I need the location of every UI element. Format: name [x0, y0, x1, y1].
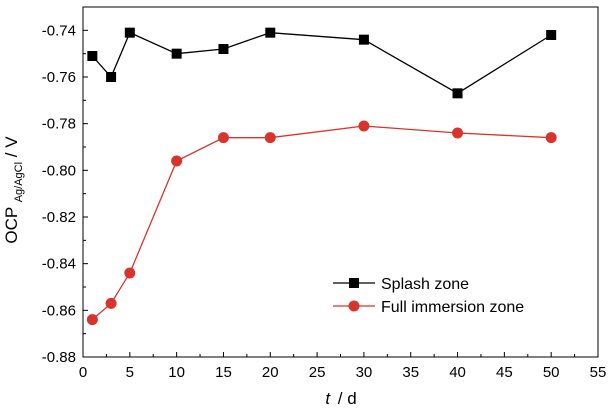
- data-point: [452, 88, 463, 99]
- x-axis-title-italic: t: [325, 389, 331, 408]
- y-axis-title-main: OCP: [2, 207, 21, 244]
- y-tick-label: -0.76: [42, 69, 76, 86]
- y-tick-label: -0.88: [42, 349, 76, 366]
- x-axis-tick-labels: 0 5 10 15 20 25 30 35 40 45 50 55: [79, 364, 607, 381]
- y-tick-label: -0.86: [42, 302, 76, 319]
- y-axis-title: OCP Ag/AgCl / V: [2, 136, 26, 244]
- x-tick-label: 25: [309, 364, 326, 381]
- y-axis-tick-labels: -0.74 -0.76 -0.78 -0.80 -0.82 -0.84 -0.86 -0.88: [42, 22, 76, 366]
- x-axis-title: t / d: [325, 389, 356, 408]
- legend-marker: [348, 300, 360, 312]
- x-tick-label: 0: [79, 364, 87, 381]
- data-point: [171, 48, 182, 59]
- x-tick-label: 15: [215, 364, 232, 381]
- data-point: [86, 314, 98, 326]
- x-tick-label: 30: [356, 364, 373, 381]
- x-tick-label: 5: [126, 364, 134, 381]
- y-axis-title-subscript: Ag/AgCl: [13, 162, 25, 202]
- data-point: [546, 30, 557, 40]
- series-line: [91, 31, 552, 95]
- x-tick-label: 40: [449, 364, 466, 381]
- data-point: [358, 120, 370, 132]
- x-tick-label: 35: [402, 364, 419, 381]
- data-point: [105, 297, 117, 309]
- x-axis-ticks: [82, 352, 599, 357]
- y-axis-title-rest: / V: [2, 136, 21, 157]
- data-point: [124, 267, 136, 279]
- y-tick-label: -0.78: [42, 116, 76, 133]
- data-point: [171, 155, 183, 167]
- data-point: [265, 27, 276, 38]
- data-point: [264, 132, 276, 144]
- data-point: [217, 132, 229, 144]
- data-point: [218, 44, 229, 54]
- data-point: [124, 27, 135, 38]
- legend-label: Full immersion zone: [381, 299, 524, 316]
- x-tick-label: 55: [590, 364, 607, 381]
- y-tick-label: -0.80: [42, 162, 76, 179]
- plot-area: [82, 6, 599, 358]
- legend-marker: [349, 278, 359, 288]
- x-tick-label: 45: [496, 364, 513, 381]
- x-tick-label: 10: [168, 364, 185, 381]
- x-axis-title-rest: / d: [338, 389, 357, 408]
- data-point: [545, 132, 557, 144]
- legend-label: Splash zone: [381, 276, 469, 293]
- data-point: [87, 51, 98, 61]
- data-point: [106, 72, 117, 82]
- y-tick-label: -0.82: [42, 209, 76, 226]
- data-point: [358, 34, 369, 45]
- y-tick-label: -0.74: [42, 22, 76, 39]
- y-tick-label: -0.84: [42, 256, 76, 273]
- y-axis-ticks: [83, 6, 88, 358]
- series-line: [91, 125, 552, 321]
- x-tick-label: 50: [543, 364, 560, 381]
- series-layer: [86, 27, 557, 326]
- x-tick-label: 20: [262, 364, 279, 381]
- legend: Splash zone Full immersion zone: [333, 276, 524, 316]
- data-point: [452, 127, 464, 139]
